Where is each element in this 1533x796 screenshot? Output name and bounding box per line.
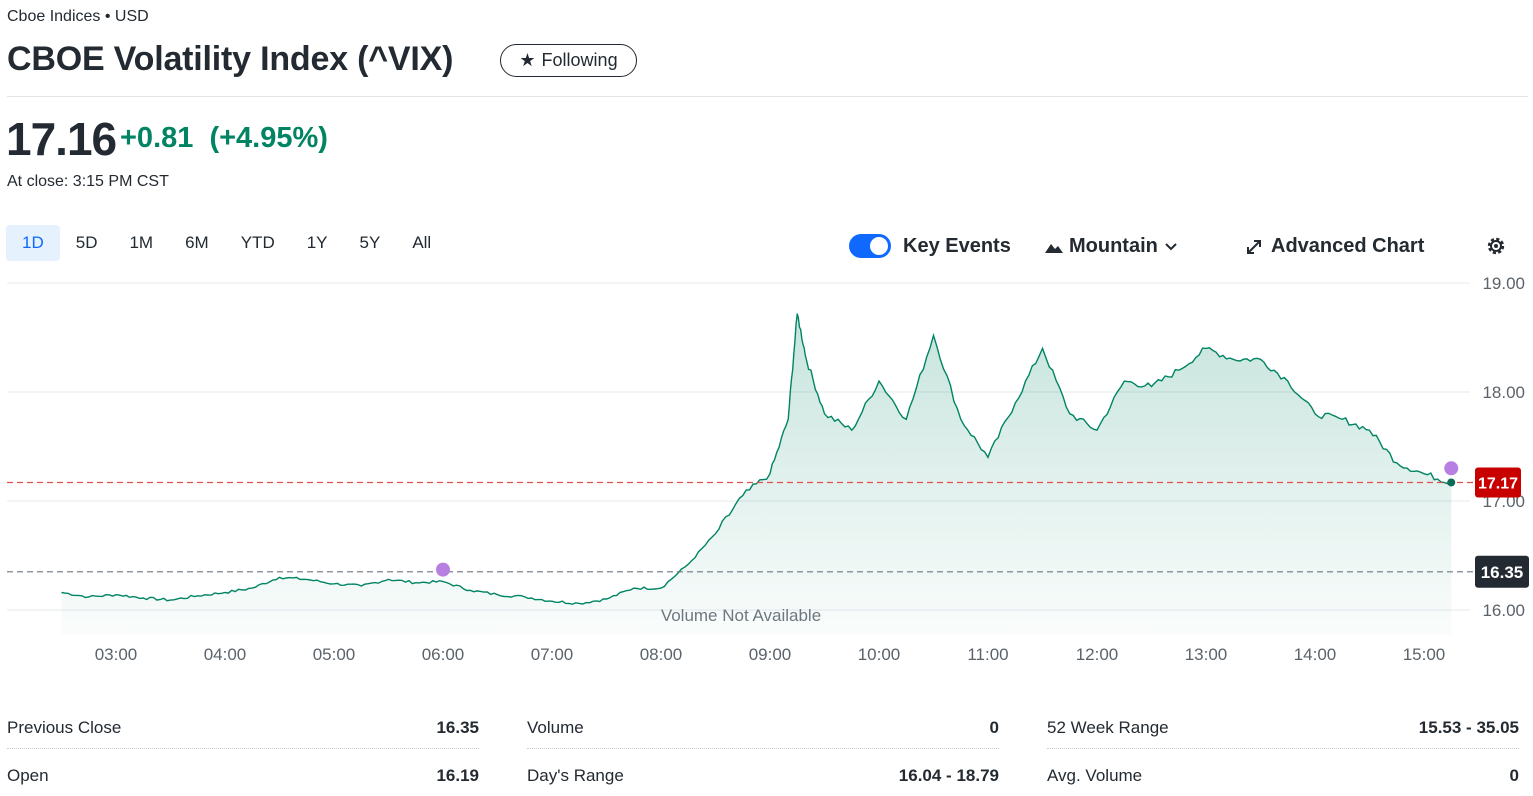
price-chart[interactable]: Volume Not Available 19.0018.0017.0016.0…	[0, 265, 1533, 675]
stat-label: Day's Range	[527, 766, 624, 785]
y-tick-label: 19.00	[1482, 274, 1525, 293]
close-time: At close: 3:15 PM CST	[7, 173, 169, 190]
advanced-chart-button[interactable]: Advanced Chart	[1245, 235, 1424, 258]
range-tab-1d[interactable]: 1D	[6, 225, 60, 261]
header-divider	[7, 96, 1528, 97]
range-tab-6m[interactable]: 6M	[185, 233, 209, 252]
stat-avg-volume: Avg. Volume 0	[1047, 756, 1519, 796]
current-price-tag-text: 17.17	[1478, 475, 1518, 492]
stat-value: 0	[1509, 766, 1519, 785]
current-price-tag: 17.17	[1475, 467, 1521, 498]
x-tick-label: 08:00	[640, 645, 683, 664]
y-tick-label: 16.00	[1482, 601, 1525, 620]
range-tab-5d[interactable]: 5D	[75, 233, 98, 252]
key-events-label[interactable]: Key Events	[903, 235, 1011, 257]
x-tick-label: 10:00	[858, 645, 901, 664]
previous-close-tag-text: 16.35	[1481, 563, 1524, 582]
range-tab-1y[interactable]: 1Y	[306, 233, 328, 252]
x-tick-label: 15:00	[1403, 645, 1446, 664]
stat-label: Avg. Volume	[1047, 766, 1143, 785]
volume-not-available: Volume Not Available	[661, 606, 821, 625]
key-events-toggle[interactable]	[849, 234, 891, 258]
stat-label: Volume	[527, 718, 584, 737]
last-price-dot	[1447, 478, 1456, 487]
chevron-down-icon	[1165, 242, 1177, 250]
advanced-chart-label: Advanced Chart	[1271, 235, 1425, 257]
range-tab-5y[interactable]: 5Y	[359, 233, 381, 252]
stat-value: 16.04 - 18.79	[898, 766, 999, 785]
x-tick-label: 04:00	[204, 645, 247, 664]
star-icon: ★	[519, 50, 536, 70]
previous-close-tag: 16.35	[1475, 555, 1529, 588]
range-tabs: 1D 5D 1M 6M YTD 1Y 5Y All	[6, 225, 447, 261]
expand-icon	[1247, 239, 1261, 254]
x-tick-label: 07:00	[531, 645, 574, 664]
x-tick-label: 13:00	[1185, 645, 1228, 664]
y-tick-label: 18.00	[1482, 383, 1525, 402]
key-event-marker[interactable]	[1444, 461, 1459, 476]
following-label: Following	[541, 50, 618, 70]
mountain-icon	[1045, 243, 1063, 253]
range-tab-ytd[interactable]: YTD	[240, 233, 275, 252]
price-area	[61, 313, 1452, 635]
exchange-label: Cboe Indices • USD	[7, 8, 149, 25]
stat-volume: Volume 0	[527, 708, 999, 749]
stat-value: 16.35	[436, 718, 479, 737]
stat-label: Previous Close	[7, 718, 122, 737]
key-event-marker[interactable]	[436, 562, 450, 577]
x-tick-label: 05:00	[313, 645, 356, 664]
x-tick-label: 09:00	[749, 645, 792, 664]
current-price: 17.16	[6, 113, 117, 165]
x-tick-label: 11:00	[967, 645, 1008, 664]
x-tick-label: 12:00	[1076, 645, 1119, 664]
stat-value: 0	[989, 718, 999, 737]
stat-value: 16.19	[436, 766, 479, 785]
stat-previous-close: Previous Close 16.35	[7, 708, 479, 749]
change-value: +0.81	[120, 122, 194, 154]
x-tick-label: 03:00	[95, 645, 138, 664]
stat-value: 15.53 - 35.05	[1418, 718, 1519, 737]
x-tick-label: 06:00	[422, 645, 465, 664]
range-tab-1m[interactable]: 1M	[129, 233, 154, 252]
x-tick-label: 14:00	[1294, 645, 1337, 664]
price-line	[61, 313, 1452, 605]
following-button[interactable]: ★ Following	[500, 44, 637, 77]
stat-open: Open 16.19	[7, 756, 479, 796]
chart-type-label: Mountain	[1069, 235, 1158, 257]
stat-days-range: Day's Range 16.04 - 18.79	[527, 756, 999, 796]
price-change: +0.81 (+4.95%)	[120, 122, 328, 155]
page-title: CBOE Volatility Index (^VIX)	[7, 40, 454, 78]
stat-label: 52 Week Range	[1047, 718, 1169, 737]
chart-type-dropdown[interactable]: Mountain	[1045, 235, 1178, 258]
range-tab-all[interactable]: All	[412, 233, 432, 252]
stat-label: Open	[7, 766, 49, 785]
gear-icon[interactable]	[1484, 234, 1508, 258]
stat-52-week-range: 52 Week Range 15.53 - 35.05	[1047, 708, 1519, 749]
change-percent: (+4.95%)	[209, 122, 328, 154]
